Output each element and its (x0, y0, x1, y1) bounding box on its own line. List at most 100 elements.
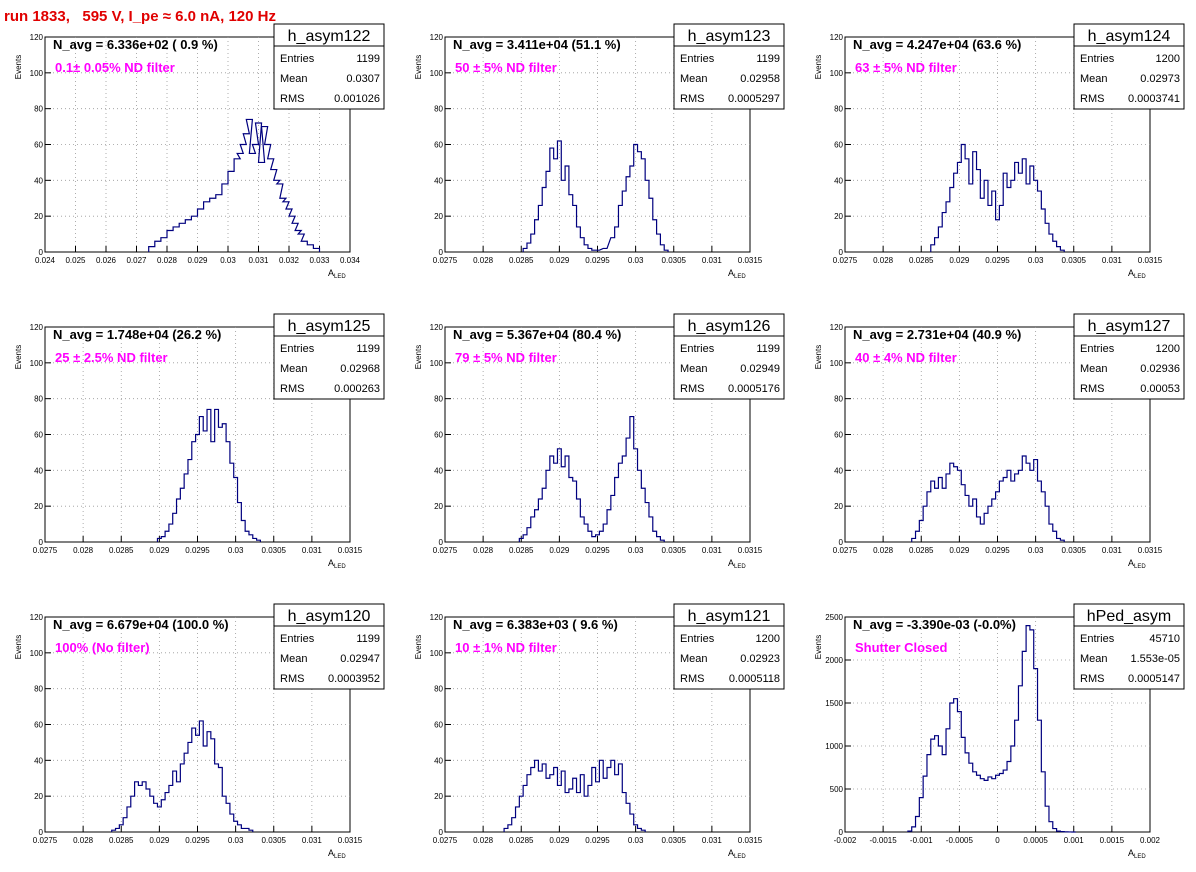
filter-annotation: 25 ± 2.5% ND filter (55, 350, 168, 365)
stats-label: RMS (1080, 673, 1104, 685)
y-tick-label: 20 (834, 212, 843, 221)
x-tick-label: 0.0285 (509, 256, 534, 265)
y-tick-label: 60 (434, 141, 443, 150)
x-axis-label: ALED (328, 268, 346, 280)
navg-annotation: N_avg = 1.748e+04 (26.2 %) (53, 327, 221, 342)
x-tick-label: 0.0315 (338, 546, 363, 555)
y-tick-label: 60 (834, 431, 843, 440)
stats-value: 1199 (756, 53, 780, 65)
stats-title: h_asym125 (288, 318, 371, 335)
x-axis-label: ALED (728, 848, 746, 860)
stats-label: Mean (680, 73, 708, 85)
x-tick-label: 0.0285 (509, 546, 534, 555)
x-tick-label: 0.0285 (109, 546, 134, 555)
stats-value: 0.0005297 (728, 93, 780, 105)
x-tick-label: 0.03 (628, 546, 644, 555)
x-tick-label: 0.028 (473, 546, 494, 555)
x-tick-label: 0.03 (1028, 256, 1044, 265)
x-tick-label: 0.029 (149, 836, 170, 845)
x-tick-label: 0.03 (228, 546, 244, 555)
x-tick-label: 0.028 (73, 836, 94, 845)
y-axis-label: Events (14, 55, 23, 79)
y-tick-label: 100 (430, 359, 444, 368)
y-tick-label: 100 (830, 69, 844, 78)
stats-value: 1200 (756, 633, 780, 645)
stats-label: Mean (280, 653, 308, 665)
x-tick-label: 0.0285 (909, 546, 934, 555)
stats-value: 0.02923 (740, 653, 780, 665)
x-tick-label: 0.0295 (585, 256, 610, 265)
stats-value: 0.000263 (334, 383, 380, 395)
navg-annotation: N_avg = 6.383e+03 ( 9.6 %) (453, 617, 618, 632)
x-tick-label: -0.001 (910, 836, 933, 845)
stats-title: h_asym121 (688, 608, 771, 625)
x-tick-label: 0.029 (949, 256, 970, 265)
x-tick-label: 0.032 (279, 256, 300, 265)
stats-value: 45710 (1149, 633, 1180, 645)
x-tick-label: 0.0275 (833, 546, 858, 555)
histogram-line (911, 455, 1065, 542)
x-tick-label: 0.031 (1102, 256, 1123, 265)
y-tick-label: 80 (834, 395, 843, 404)
stats-label: Mean (680, 653, 708, 665)
x-tick-label: 0.0305 (662, 256, 687, 265)
stats-value: 1200 (1156, 53, 1180, 65)
x-tick-label: 0.028 (73, 546, 94, 555)
y-tick-label: 60 (434, 431, 443, 440)
stats-label: Entries (280, 633, 315, 645)
filter-annotation: 63 ± 5% ND filter (855, 60, 957, 75)
navg-annotation: N_avg = 5.367e+04 (80.4 %) (453, 327, 621, 342)
y-tick-label: 0 (439, 828, 444, 837)
y-tick-label: 80 (34, 105, 43, 114)
stats-value: 0.02947 (340, 653, 380, 665)
y-axis-label: Events (814, 635, 823, 659)
y-axis-label: Events (414, 635, 423, 659)
stats-box (1073, 603, 1185, 690)
x-tick-label: 0.029 (187, 256, 208, 265)
stats-box (1073, 313, 1185, 400)
y-tick-label: 500 (830, 785, 844, 794)
stats-title: h_asym124 (1088, 28, 1171, 45)
histogram-panel-hPed_asym: -0.002 -0.0015 -0.001 -0.0005 0 0.0005 0.001 0.… (814, 603, 1185, 860)
filter-annotation: Shutter Closed (855, 640, 948, 655)
x-tick-label: 0.029 (149, 546, 170, 555)
y-tick-label: 0 (439, 538, 444, 547)
y-tick-label: 40 (34, 176, 43, 185)
page-title: run 1833, 595 V, I_pe ≈ 6.0 nA, 120 Hz (4, 8, 276, 25)
x-tick-label: 0.029 (949, 546, 970, 555)
stats-value: 0.001026 (334, 93, 380, 105)
histogram-line (522, 140, 669, 252)
x-tick-label: 0.031 (702, 836, 723, 845)
stats-value: 1200 (1156, 343, 1180, 355)
x-tick-label: 0.024 (35, 256, 56, 265)
stats-label: Entries (1080, 343, 1115, 355)
stats-label: RMS (680, 673, 704, 685)
stats-label: Entries (280, 343, 315, 355)
y-tick-label: 40 (34, 466, 43, 475)
x-axis-label: ALED (728, 268, 746, 280)
stats-box (1073, 23, 1185, 110)
stats-box (273, 23, 385, 110)
x-tick-label: 0.0285 (909, 256, 934, 265)
y-tick-label: 100 (30, 649, 44, 658)
x-axis-label: ALED (1128, 848, 1146, 860)
y-tick-label: 2500 (825, 613, 843, 622)
stats-value: 1199 (356, 53, 380, 65)
y-tick-label: 40 (434, 176, 443, 185)
histogram-panel-h_asym125: 0.0275 0.028 0.0285 0.029 0.0295 0.03 0.0305 0.… (14, 313, 385, 570)
stats-value: 0.00053 (1140, 383, 1180, 395)
stats-label: RMS (1080, 383, 1104, 395)
filter-annotation: 79 ± 5% ND filter (455, 350, 557, 365)
y-tick-label: 60 (434, 721, 443, 730)
histogram-panel-h_asym124: 0.0275 0.028 0.0285 0.029 0.0295 0.03 0.0305 0.… (814, 23, 1185, 280)
stats-label: Entries (1080, 53, 1115, 65)
x-tick-label: 0.028 (473, 836, 494, 845)
y-tick-label: 100 (430, 69, 444, 78)
stats-value: 0.0005118 (729, 673, 780, 685)
x-tick-label: -0.002 (834, 836, 857, 845)
y-tick-label: 100 (30, 359, 44, 368)
x-tick-label: 0.0315 (1138, 256, 1163, 265)
stats-label: RMS (280, 383, 304, 395)
stats-title: hPed_asym (1087, 608, 1172, 625)
